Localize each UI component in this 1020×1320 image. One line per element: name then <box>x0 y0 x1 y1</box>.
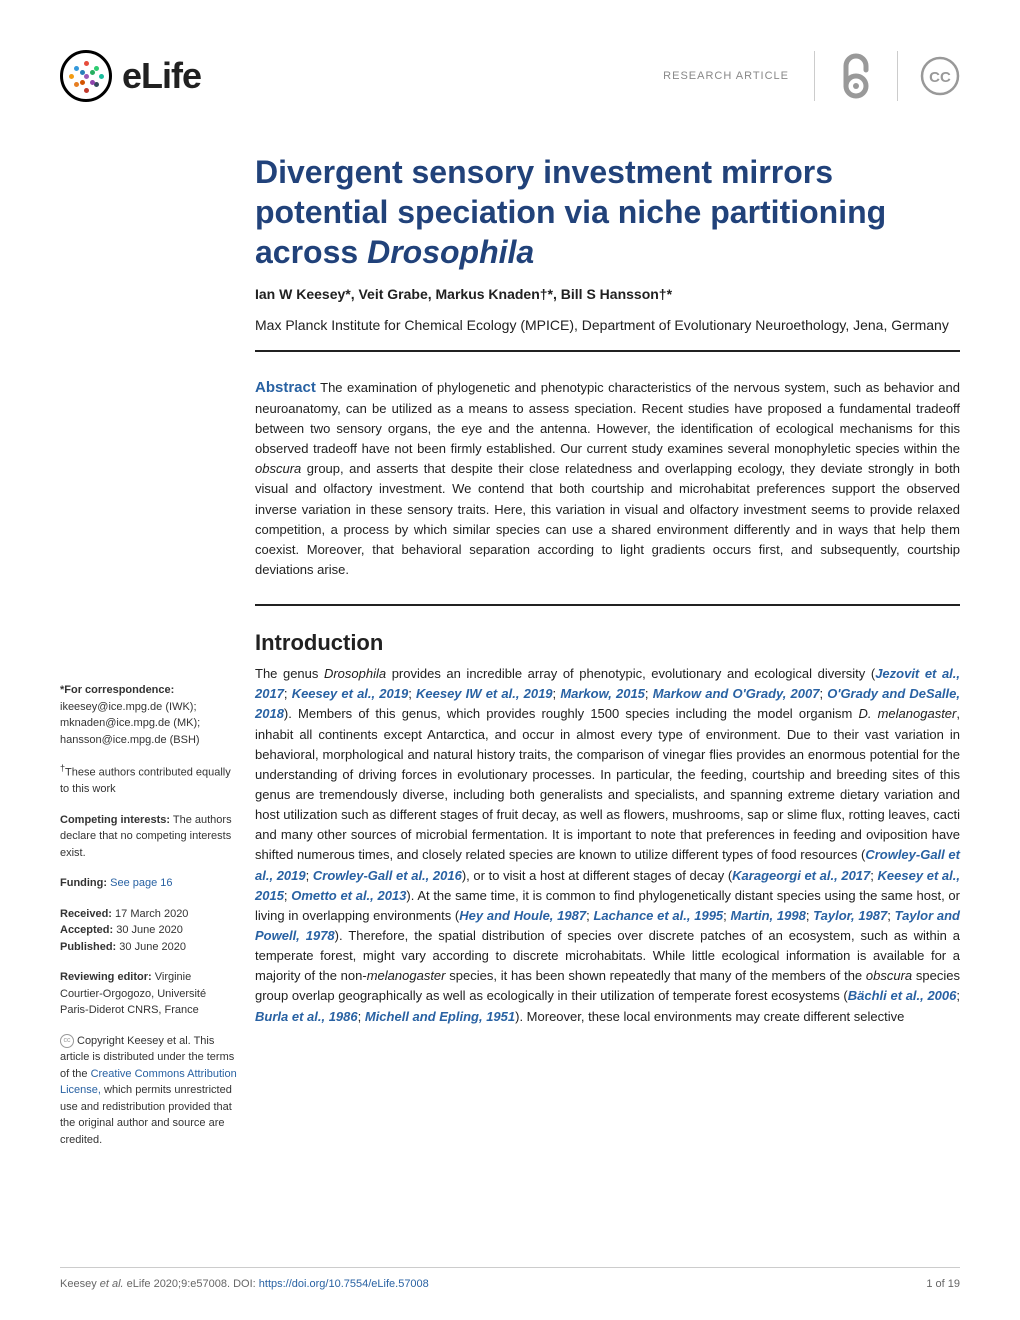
funding-label: Funding: <box>60 877 107 889</box>
divider <box>255 350 960 352</box>
article-title: Divergent sensory investment mirrors pot… <box>255 152 960 272</box>
affiliation: Max Planck Institute for Chemical Ecolog… <box>255 316 960 336</box>
correspondence-label: *For correspondence: <box>60 684 174 696</box>
email-2: mknaden@ice.mpg.de (MK); <box>60 717 200 729</box>
equal-contrib-text: These authors contributed equally to thi… <box>60 767 231 796</box>
received-date: 17 March 2020 <box>115 908 188 920</box>
correspondence-block: *For correspondence: ikeesey@ice.mpg.de … <box>60 682 237 748</box>
header: eLife RESEARCH ARTICLE CC <box>60 50 960 102</box>
published-label: Published: <box>60 941 116 953</box>
equal-contrib-block: †These authors contributed equally to th… <box>60 762 237 798</box>
doi-link[interactable]: https://doi.org/10.7554/eLife.57008 <box>259 1278 429 1290</box>
cc-license-icon: CC <box>898 56 960 96</box>
funding-link[interactable]: See page 16 <box>110 877 172 889</box>
svg-text:CC: CC <box>929 69 951 86</box>
email-1: ikeesey@ice.mpg.de (IWK); <box>60 701 197 713</box>
header-right: RESEARCH ARTICLE CC <box>663 51 960 101</box>
reviewing-block: Reviewing editor: Virginie Courtier-Orgo… <box>60 969 237 1019</box>
abstract: Abstract The examination of phylogenetic… <box>255 376 960 581</box>
reviewing-label: Reviewing editor: <box>60 971 152 983</box>
introduction-heading: Introduction <box>255 630 960 656</box>
accepted-label: Accepted: <box>60 924 113 936</box>
abstract-text: The examination of phylogenetic and phen… <box>255 380 960 577</box>
article-type-label: RESEARCH ARTICLE <box>663 70 814 82</box>
published-date: 30 June 2020 <box>119 941 186 953</box>
funding-block: Funding: See page 16 <box>60 875 237 892</box>
divider <box>255 604 960 606</box>
abstract-label: Abstract <box>255 379 316 396</box>
cc-small-icon: cc <box>60 1034 74 1048</box>
accepted-date: 30 June 2020 <box>116 924 183 936</box>
elife-logo: eLife <box>60 50 201 102</box>
footer-citation: Keesey et al. eLife 2020;9:e57008. DOI: … <box>60 1278 429 1290</box>
page-number: 1 of 19 <box>926 1278 960 1290</box>
copyright-block: ccCopyright Keesey et al. This article i… <box>60 1033 237 1149</box>
elife-logo-icon <box>60 50 112 102</box>
main-content: Divergent sensory investment mirrors pot… <box>255 152 960 1162</box>
received-label: Received: <box>60 908 112 920</box>
competing-label: Competing interests: <box>60 814 170 826</box>
footer: Keesey et al. eLife 2020;9:e57008. DOI: … <box>60 1267 960 1290</box>
competing-block: Competing interests: The authors declare… <box>60 812 237 862</box>
sidebar: *For correspondence: ikeesey@ice.mpg.de … <box>60 152 255 1162</box>
email-3: hansson@ice.mpg.de (BSH) <box>60 734 200 746</box>
open-access-icon <box>815 52 897 100</box>
elife-logo-text: eLife <box>122 55 201 97</box>
authors: Ian W Keesey*, Veit Grabe, Markus Knaden… <box>255 286 960 302</box>
introduction-body: The genus Drosophila provides an incredi… <box>255 664 960 1027</box>
dates-block: Received: 17 March 2020 Accepted: 30 Jun… <box>60 906 237 956</box>
